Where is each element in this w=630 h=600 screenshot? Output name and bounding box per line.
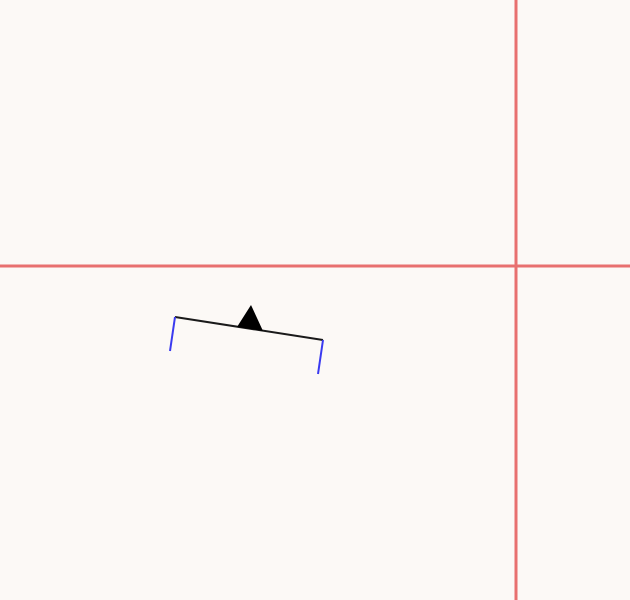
- bracket-annotation[interactable]: [169, 305, 324, 375]
- triangle-marker-icon[interactable]: [237, 305, 263, 331]
- bracket-left-tick: [169, 316, 176, 352]
- bracket-right-tick: [317, 339, 324, 375]
